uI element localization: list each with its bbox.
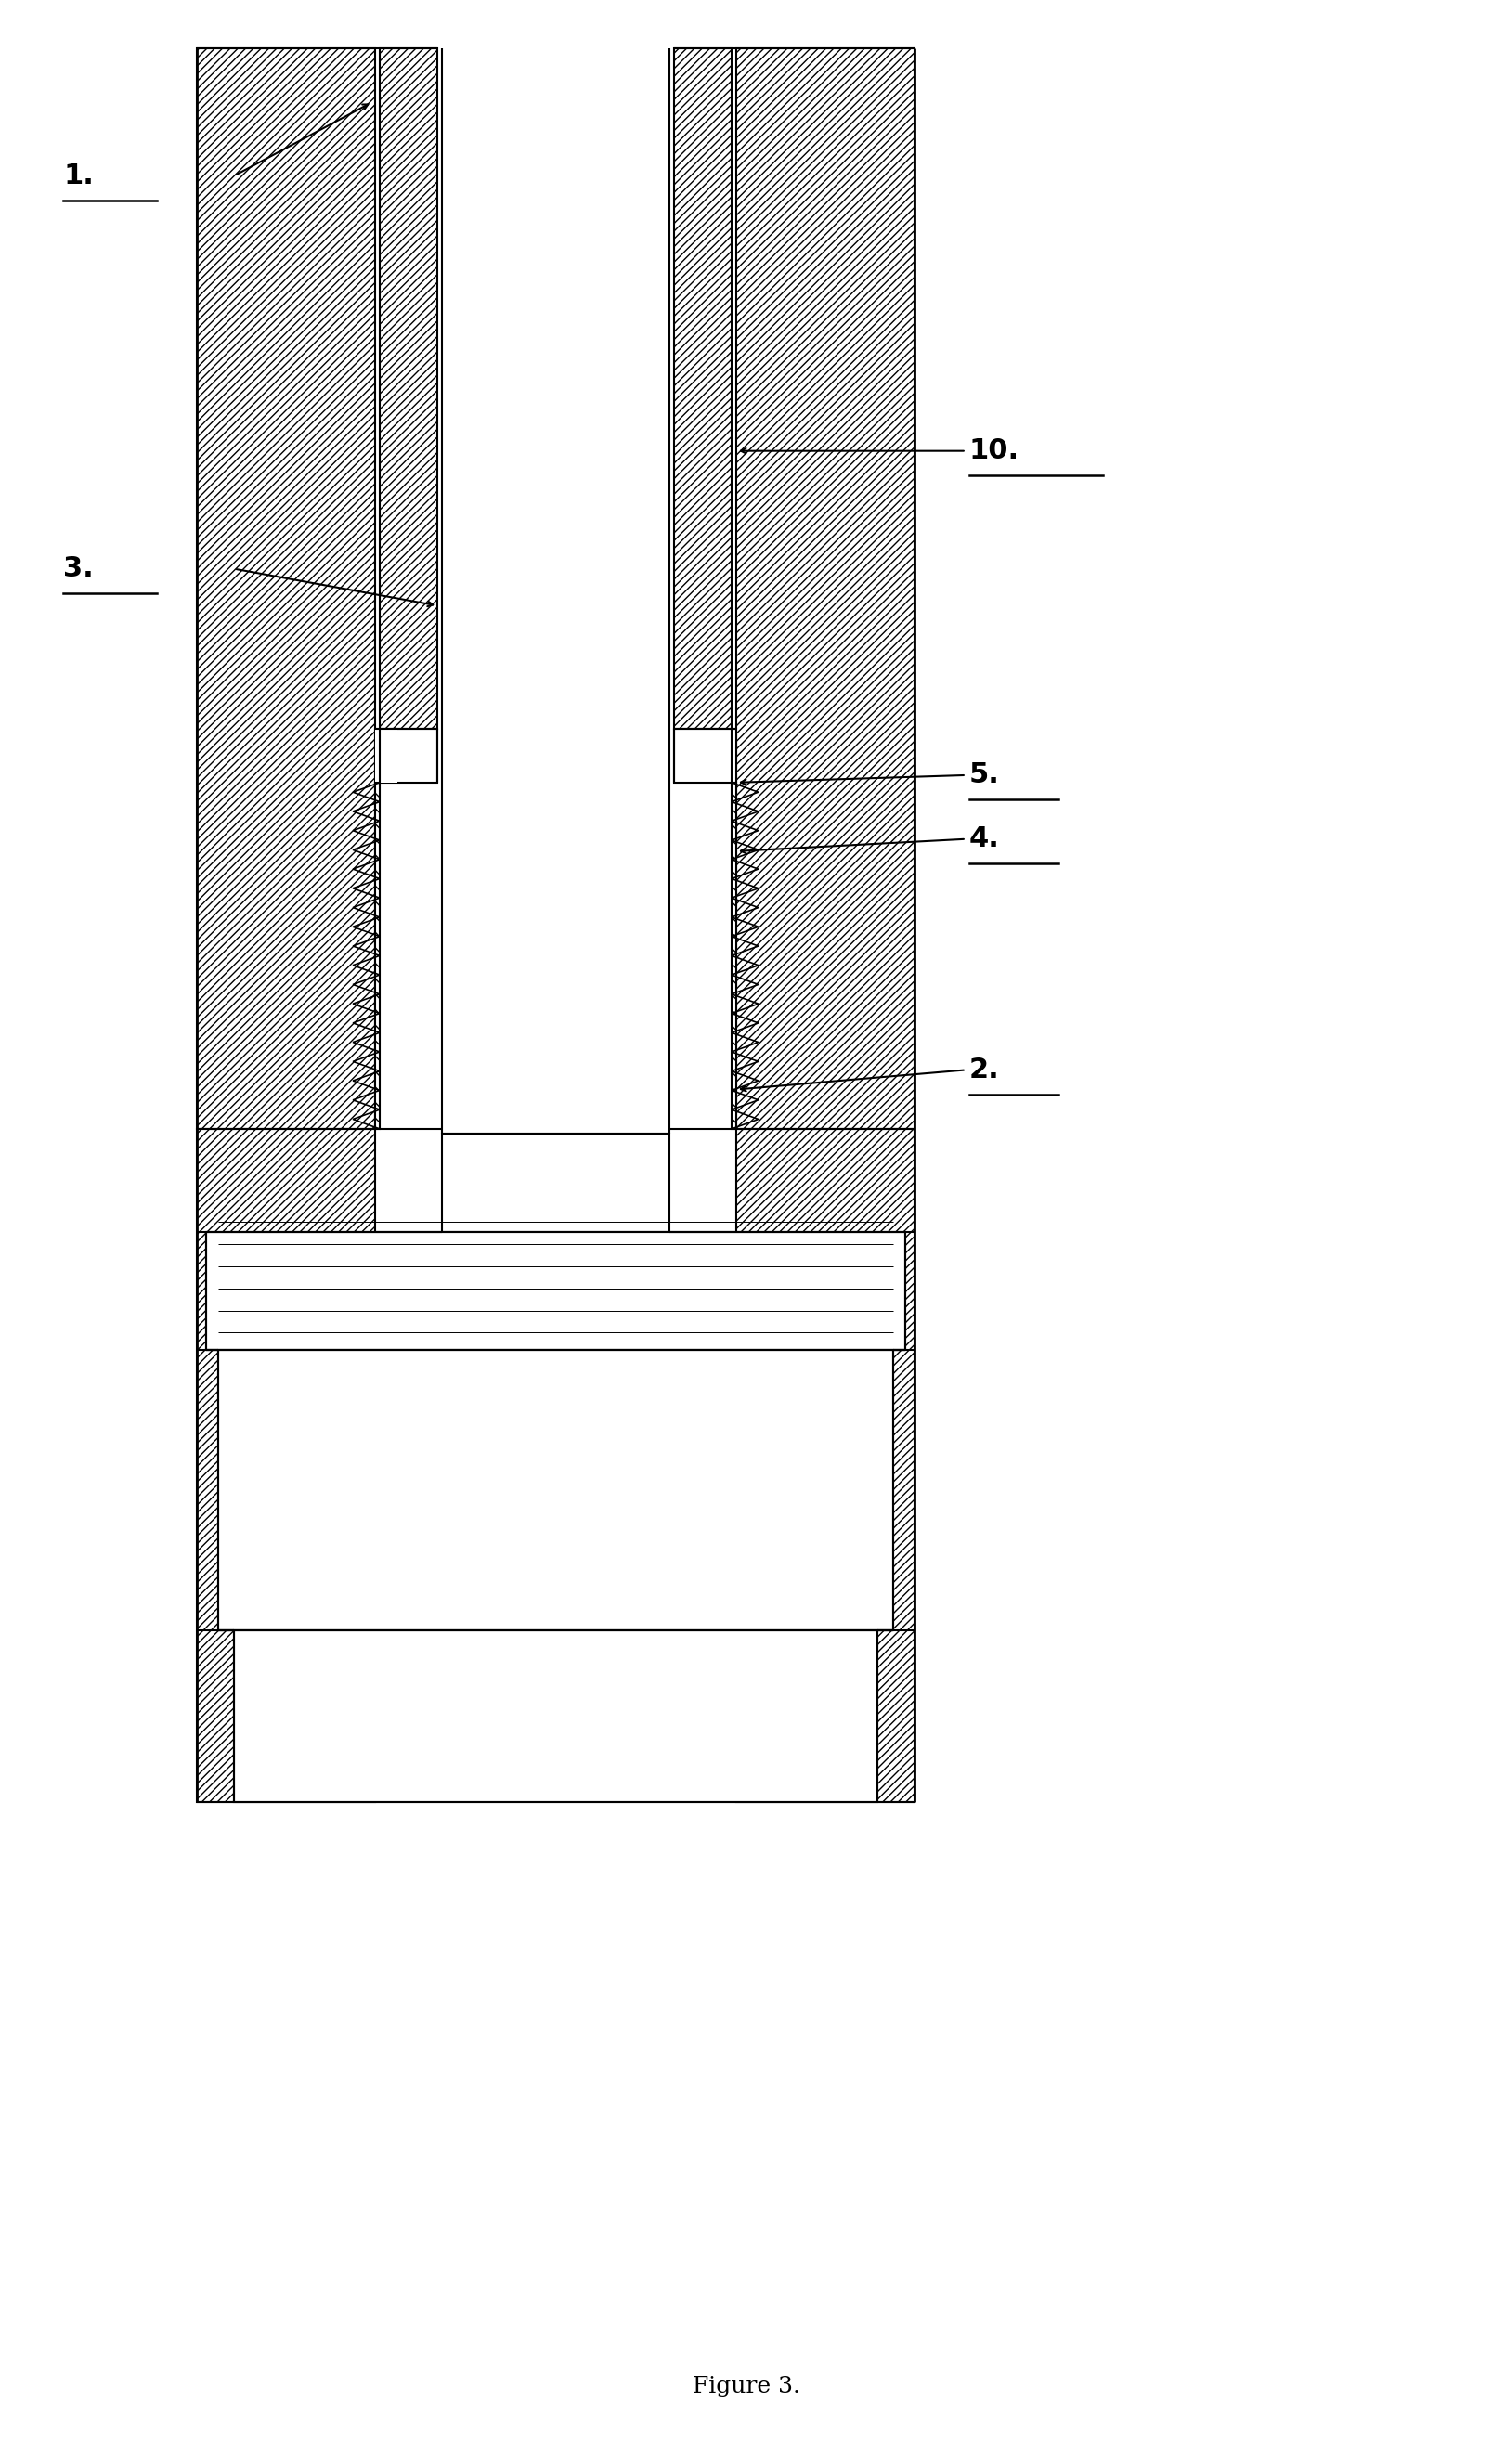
Text: 3.: 3.: [63, 554, 94, 582]
Polygon shape: [731, 784, 736, 1129]
Polygon shape: [736, 49, 913, 1129]
Polygon shape: [197, 49, 374, 1129]
Text: 1.: 1.: [63, 163, 94, 190]
Text: 5.: 5.: [968, 761, 1000, 788]
Text: 10.: 10.: [968, 439, 1019, 463]
Polygon shape: [442, 49, 668, 1133]
Text: 4.: 4.: [968, 825, 1000, 853]
Polygon shape: [673, 729, 736, 784]
Polygon shape: [374, 784, 379, 1129]
Polygon shape: [374, 729, 397, 784]
Text: 2.: 2.: [968, 1057, 1000, 1084]
Polygon shape: [736, 1129, 913, 1801]
Polygon shape: [234, 1629, 877, 1801]
Text: Figure 3.: Figure 3.: [692, 2375, 800, 2397]
Polygon shape: [379, 49, 437, 729]
Polygon shape: [673, 49, 731, 729]
Polygon shape: [197, 1129, 374, 1801]
Polygon shape: [206, 1232, 904, 1350]
Polygon shape: [442, 1133, 668, 1232]
Polygon shape: [374, 729, 437, 784]
Polygon shape: [218, 1350, 892, 1629]
